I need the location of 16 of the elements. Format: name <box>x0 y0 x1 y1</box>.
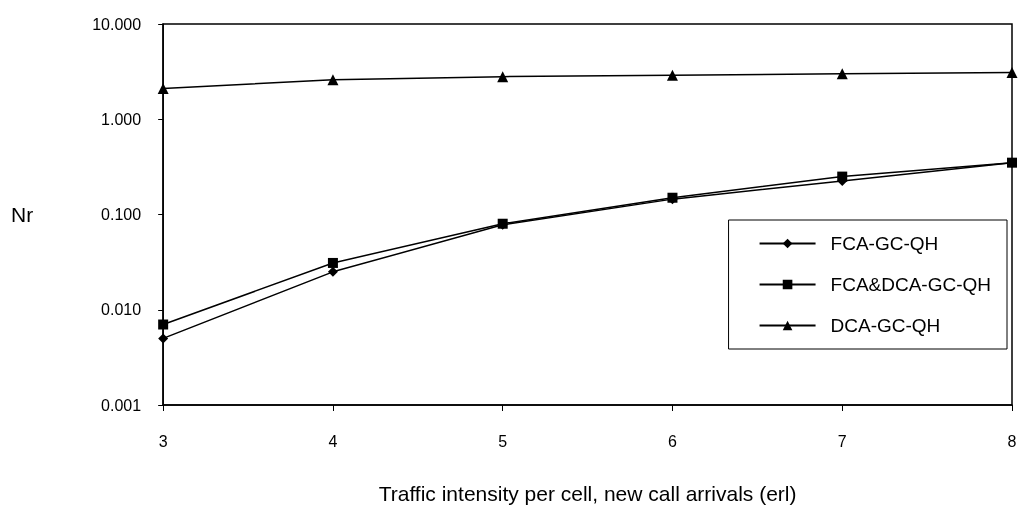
legend-label: DCA-GC-QH <box>830 315 941 336</box>
y-tick-label: 0.001 <box>101 396 142 414</box>
x-tick-label: 7 <box>837 432 847 450</box>
x-tick-label: 5 <box>498 432 508 450</box>
x-tick-label: 8 <box>1007 432 1017 450</box>
x-tick-label: 4 <box>328 432 338 450</box>
y-tick-label: 0.010 <box>101 301 142 319</box>
y-tick-label: 10.000 <box>92 15 142 33</box>
x-axis-title: Traffic intensity per cell, new call arrivals (erl) <box>378 482 797 505</box>
y-tick-label: 1.000 <box>101 110 142 128</box>
y-tick-label: 0.100 <box>101 206 142 223</box>
y-axis-title: Nr <box>10 203 34 226</box>
x-tick-label: 3 <box>158 432 168 450</box>
legend-label: FCA-GC-QH <box>830 233 939 254</box>
legend-label: FCA&DCA-GC-QH <box>830 274 992 295</box>
x-tick-label: 6 <box>668 432 678 450</box>
